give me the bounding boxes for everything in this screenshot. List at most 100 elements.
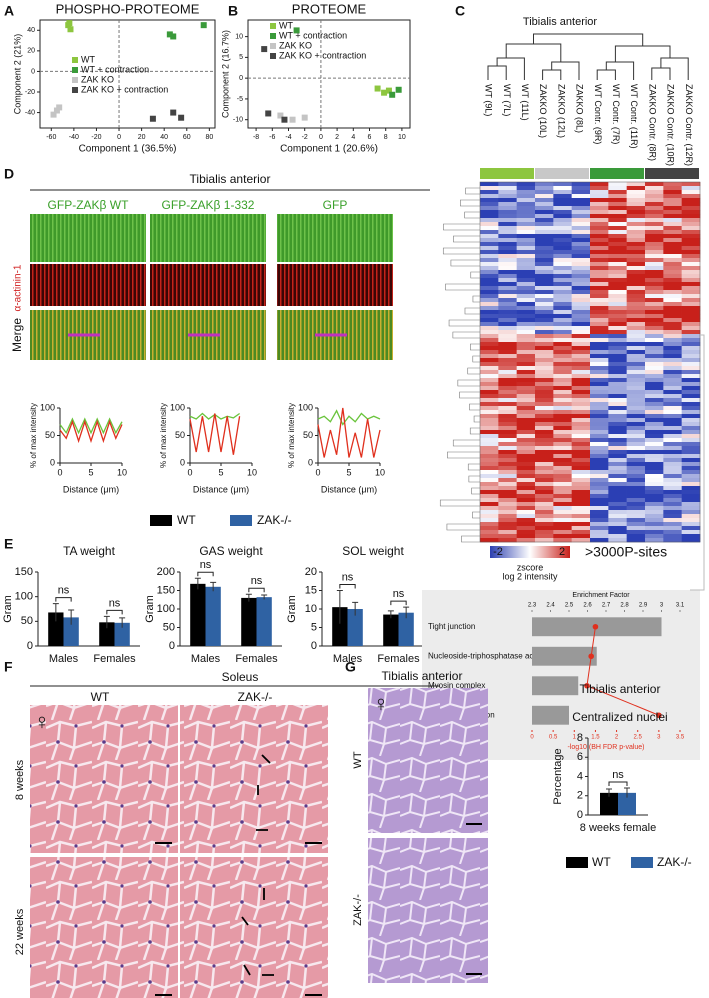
heatmap-cell [608,286,627,291]
heatmap-cell [498,342,517,347]
heatmap-cell [663,338,682,343]
heatmap-cell [498,442,517,447]
heatmap-cell [681,186,701,191]
heatmap-cell [681,366,701,371]
heatmap-cell [553,198,572,203]
heatmap-cell [480,298,499,303]
heatmap-cell [608,382,627,387]
heatmap-cell [498,446,517,451]
heatmap-cell [535,458,554,463]
annotation: ns [393,588,405,600]
heatmap-cell [663,186,682,191]
heatmap-cell [480,238,499,243]
heatmap-cell [681,334,701,339]
heatmap-cell [516,478,536,483]
heatmap-cell [535,210,554,215]
heatmap-cell [553,286,572,291]
heatmap-cell [626,366,646,371]
heatmap-cell [571,250,591,255]
y-tick-label: 40 [27,27,35,34]
heatmap-cell [626,482,646,487]
heatmap-cell [480,494,499,499]
heatmap-cell [645,454,664,459]
heatmap-cell [480,374,499,379]
x-tick-label: 2.8 [620,603,629,609]
legend-label: ZAK KO + contraction [279,50,366,60]
heatmap-cell [571,462,591,467]
heatmap-cell [663,474,682,479]
heatmap-cell [663,518,682,523]
heatmap-cell [590,282,609,287]
heatmap-cell [645,290,664,295]
heatmap-cell [590,274,609,279]
heatmap-cell [626,330,646,335]
panel-label: D [4,166,14,182]
heatmap-cell [663,370,682,375]
heatmap-cell [480,426,499,431]
heatmap-cell [480,358,499,363]
heatmap-cell [608,426,627,431]
heatmap-cell [498,306,517,311]
heatmap-cell [571,414,591,419]
heatmap-cell [663,506,682,511]
heatmap-cell [681,498,701,503]
row-label: Merge [10,318,24,352]
heatmap-cell [571,330,591,335]
heatmap-cell [535,518,554,523]
heatmap-cell [626,438,646,443]
heatmap-cell [553,234,572,239]
heatmap-cell [681,406,701,411]
connector [690,334,705,591]
heatmap-cell [571,190,591,195]
heatmap-cell [626,266,646,271]
heatmap-cell [608,226,627,231]
heatmap-cell [681,446,701,451]
heatmap-cell [553,278,572,283]
heatmap-cell [663,430,682,435]
pvalue-point [656,712,662,719]
bar [332,607,348,646]
category-label: Nucleoside-triphosphatase activity [428,651,549,660]
x-tick-label: 4 [351,134,355,141]
heatmap-cell [645,538,664,543]
x-axis-label: Distance (μm) [193,484,249,494]
heatmap-cell [626,458,646,463]
heatmap-cell [626,262,646,267]
heatmap-cell [498,190,517,195]
heatmap-cell [626,254,646,259]
error-bar [52,603,59,622]
legend-label: WT + contraction [279,30,347,40]
sample-label: ZAKKO Contr. (12R) [684,84,694,166]
heatmap-cell [498,290,517,295]
heatmap-cell [626,390,646,395]
heatmap-cell [590,362,609,367]
heatmap-cell [608,390,627,395]
heatmap-cell [626,506,646,511]
significance-bracket [106,609,123,615]
heatmap-cell [645,202,664,207]
heatmap-cell [571,446,591,451]
significance-bracket [390,600,407,606]
heatmap-cell [626,494,646,499]
heatmap-cell [571,438,591,443]
heatmap-cell [516,302,536,307]
heatmap-cell [535,478,554,483]
heatmap-cell [645,302,664,307]
heatmap-cell [663,258,682,263]
x-tick-label: 6 [368,134,372,141]
heatmap-cell [516,470,536,475]
category-label: Tight junction [428,622,475,631]
heatmap-cell [553,266,572,271]
heatmap-cell [553,494,572,499]
heatmap-cell [681,306,701,311]
heatmap-cell [498,218,517,223]
heatmap-cell [553,410,572,415]
point [395,86,402,93]
heatmap-cell [608,366,627,371]
heatmap-cell [480,482,499,487]
significance-bracket [197,571,214,577]
heatmap-cell [553,462,572,467]
error-bar [119,617,126,628]
x2-tick-label: 2.5 [634,735,643,741]
